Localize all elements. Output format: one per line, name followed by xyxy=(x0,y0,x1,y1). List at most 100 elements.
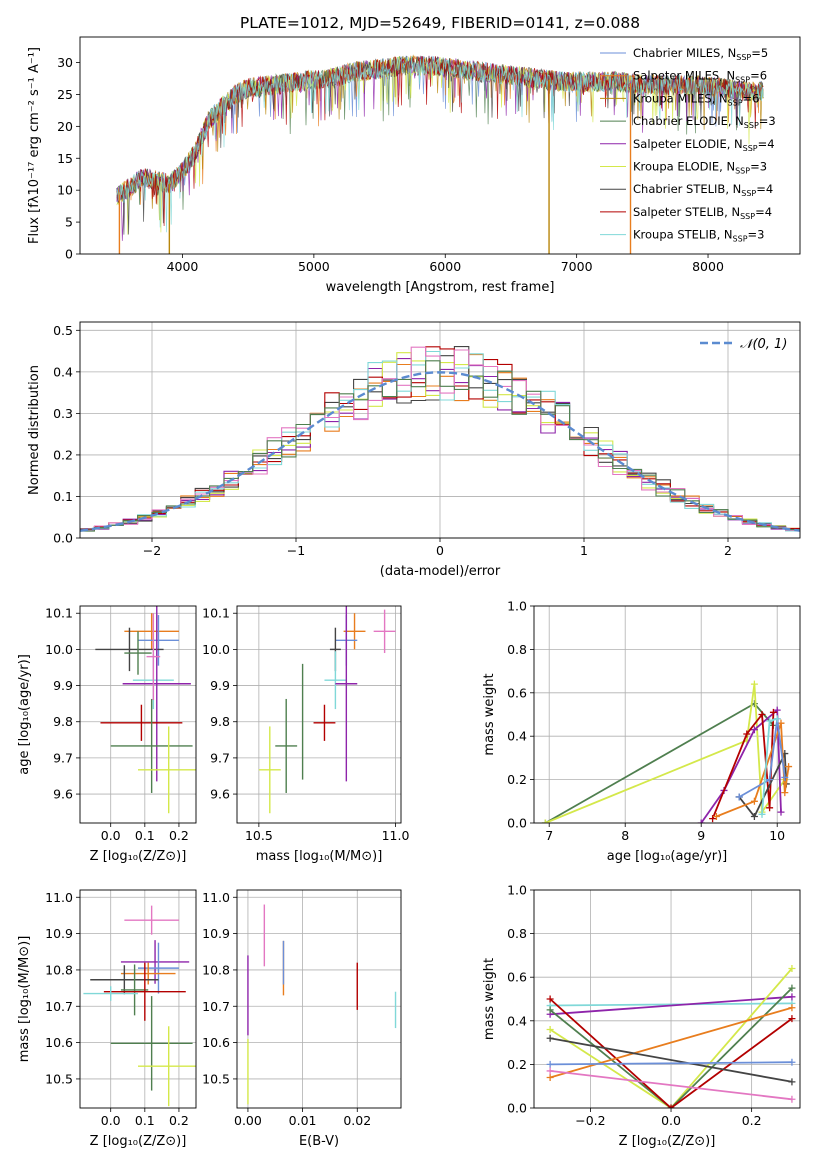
y-tick-label: 10.0 xyxy=(45,642,73,657)
weight-marker xyxy=(541,819,549,823)
panel-z_vs_weight: −0.2 0.0 0.2 0.0 0.2 0.4 0.6 0.8 1.0 Z [log₁₀(Z/Z… xyxy=(482,883,801,1149)
x-tick-label: 0.2 xyxy=(742,1113,762,1128)
y-tick-label: 9.9 xyxy=(210,678,230,693)
weight-marker xyxy=(777,808,785,816)
weight-marker xyxy=(788,1058,796,1066)
y-tick-label: 0.8 xyxy=(507,926,527,941)
weight-marker xyxy=(546,1067,554,1075)
y-axis-label: Normed distribution xyxy=(27,365,42,495)
y-axis-label: Flux [fλ10⁻¹⁷ erg cm⁻² s⁻¹ A⁻¹] xyxy=(27,47,42,244)
y-tick-label: 0.3 xyxy=(53,406,73,421)
normal-curve xyxy=(80,371,800,532)
weight-series xyxy=(549,987,793,1108)
y-tick-label: 1.0 xyxy=(507,883,527,898)
y-tick-label: 10.7 xyxy=(45,999,73,1014)
weight-marker xyxy=(712,812,720,820)
spectrum-legend: Chabrier MILES, NSSP=5 Salpeter MILES, NS… xyxy=(600,46,776,244)
x-tick-label: 0.00 xyxy=(234,1113,262,1128)
x-tick-label: −2 xyxy=(143,543,161,558)
weight-marker xyxy=(750,812,758,820)
x-tick-label: 0.2 xyxy=(169,828,189,843)
y-tick-label: 10.9 xyxy=(202,926,230,941)
x-axis-label: age [log₁₀(age/yr)] xyxy=(607,849,728,864)
y-tick-label: 9.7 xyxy=(53,750,73,765)
weight-series xyxy=(549,1006,793,1079)
legend-entry: Chabrier STELIB, NSSP=4 xyxy=(633,182,773,198)
weight-marker xyxy=(766,717,774,725)
x-tick-label: 0.1 xyxy=(135,1113,155,1128)
x-axis-label: E(B-V) xyxy=(299,1134,339,1149)
errorbar-point xyxy=(138,1026,196,1107)
errorbar-point xyxy=(110,996,193,1091)
panel-z_vs_mass: 0.0 0.1 0.2 10.5 10.6 10.7 10.8 10.9 11.0 Z [log₁… xyxy=(17,889,197,1149)
plot-area xyxy=(95,606,196,814)
errorbar-point xyxy=(275,698,298,793)
errorbar-point xyxy=(343,613,366,650)
y-tick-label: 10 xyxy=(57,183,73,198)
x-tick-label: 8 xyxy=(621,828,629,843)
errorbar-point xyxy=(110,698,193,793)
y-tick-label: 0.6 xyxy=(507,970,527,985)
y-tick-label: 10.6 xyxy=(202,1035,230,1050)
weight-marker xyxy=(781,789,789,797)
y-tick-label: 0.2 xyxy=(53,447,73,462)
y-tick-label: 10.7 xyxy=(202,999,230,1014)
x-axis-label: (data-model)/error xyxy=(380,564,501,579)
plot-area xyxy=(546,964,796,1108)
weight-marker xyxy=(546,1026,554,1034)
x-tick-label: 6000 xyxy=(429,259,461,274)
y-tick-label: 10.5 xyxy=(202,1071,230,1086)
weight-marker xyxy=(788,984,796,992)
y-tick-label: 9.9 xyxy=(53,678,73,693)
weight-series xyxy=(738,753,788,819)
y-tick-label: 0.0 xyxy=(507,816,527,831)
weight-marker xyxy=(546,1060,554,1068)
x-tick-label: 7 xyxy=(545,828,553,843)
y-tick-label: 0.1 xyxy=(53,489,73,504)
weight-series xyxy=(550,1002,792,1007)
weight-series xyxy=(550,995,792,1016)
y-tick-label: 0.6 xyxy=(507,685,527,700)
y-tick-label: 10.0 xyxy=(202,642,230,657)
y-tick-label: 25 xyxy=(57,87,73,102)
y-tick-label: 11.0 xyxy=(202,890,230,905)
axes-frame xyxy=(533,605,801,824)
weight-marker xyxy=(750,680,758,688)
x-axis-label: wavelength [Angstrom, rest frame] xyxy=(326,280,555,295)
errorbar-point xyxy=(313,704,336,741)
y-tick-label: 0.8 xyxy=(507,642,527,657)
weight-marker xyxy=(697,819,705,823)
y-tick-label: 0.4 xyxy=(507,1013,527,1028)
weight-marker xyxy=(546,1073,554,1081)
plot-area xyxy=(247,904,397,1105)
weight-marker xyxy=(758,810,766,818)
axes-frame xyxy=(533,889,801,1109)
y-axis-label: mass weight xyxy=(482,673,497,755)
histogram-series xyxy=(80,346,800,531)
y-tick-label: 10.6 xyxy=(45,1035,73,1050)
legend-entry: Chabrier ELODIE, NSSP=3 xyxy=(633,114,776,130)
y-tick-label: 0.5 xyxy=(53,323,73,338)
errorbar-point xyxy=(124,613,179,650)
y-tick-label: 0.0 xyxy=(53,531,73,546)
errorbar-point xyxy=(138,726,196,814)
legend-entry: Kroupa STELIB, NSSP=3 xyxy=(633,228,764,244)
weight-series xyxy=(550,1061,792,1066)
panel-mass_vs_age: 10.5 11.0 9.6 9.7 9.8 9.9 10.0 10.1 mass [log₁₀(… xyxy=(202,605,409,864)
x-tick-label: 0 xyxy=(436,543,444,558)
plot-area xyxy=(80,346,800,532)
x-tick-label: 9 xyxy=(697,828,705,843)
errorbar-point xyxy=(258,726,281,814)
x-axis-label: Z [log₁₀(Z/Z⊙)] xyxy=(90,1134,187,1149)
weight-marker xyxy=(758,711,766,718)
x-tick-label: 1 xyxy=(580,543,588,558)
y-tick-label: 0.0 xyxy=(507,1101,527,1116)
legend-entry: Kroupa ELODIE, NSSP=3 xyxy=(633,160,767,176)
y-tick-label: 11.0 xyxy=(45,890,73,905)
errorbar-point xyxy=(120,940,190,984)
weight-marker xyxy=(750,797,758,805)
errorbar-point xyxy=(124,631,152,675)
errorbar-point xyxy=(95,627,164,672)
y-tick-label: 1.0 xyxy=(507,599,527,614)
